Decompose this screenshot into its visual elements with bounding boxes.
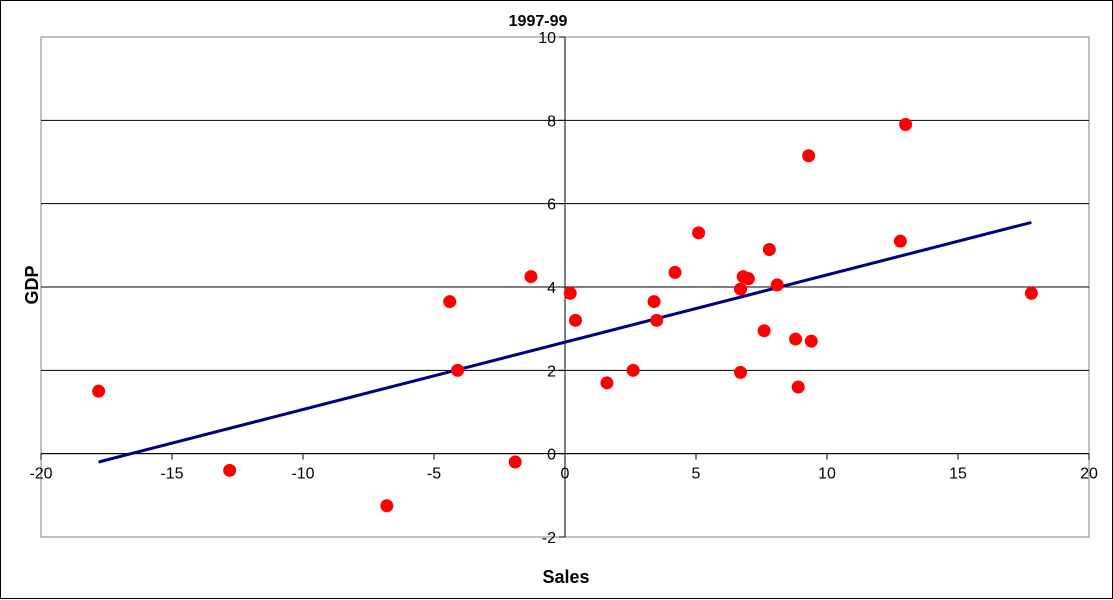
y-tick-label: 2 [547, 363, 556, 380]
data-point [791, 380, 805, 394]
data-point [692, 226, 706, 240]
data-point [568, 313, 582, 327]
trendline-layer [98, 220, 1032, 464]
data-point [647, 295, 661, 309]
x-tick-label: 10 [818, 466, 836, 483]
data-point [757, 324, 771, 338]
data-point [893, 234, 907, 248]
data-point [668, 265, 682, 279]
y-tick-label: -2 [542, 530, 556, 547]
data-point [443, 295, 457, 309]
data-point [770, 278, 784, 292]
y-tick-label: 6 [547, 197, 556, 214]
data-point [563, 286, 577, 300]
y-tick-label: 8 [547, 113, 556, 130]
data-point [508, 455, 522, 469]
data-point [802, 149, 816, 163]
data-point [451, 363, 465, 377]
x-tick-label: -10 [291, 466, 314, 483]
x-tick-label: -5 [427, 466, 441, 483]
trendline [98, 220, 1032, 464]
data-point [804, 334, 818, 348]
x-tick-label: 0 [561, 466, 570, 483]
data-point [734, 365, 748, 379]
y-tick-label: 4 [547, 280, 556, 297]
data-point [92, 384, 106, 398]
data-point [762, 243, 776, 256]
y-axis-title: GDP [22, 265, 42, 304]
x-tick-label: -15 [160, 466, 183, 483]
data-points [92, 118, 1038, 513]
x-tick-label: -20 [29, 466, 52, 483]
x-tick-label: 20 [1080, 466, 1098, 483]
y-tick-label: 0 [547, 447, 556, 464]
data-point [899, 118, 913, 131]
chart-title: 1997-99 [509, 13, 568, 30]
data-point [650, 313, 664, 327]
data-point [734, 282, 748, 296]
x-tick-label: 15 [949, 466, 967, 483]
data-point [741, 272, 755, 286]
data-point [380, 499, 394, 513]
data-point [789, 332, 803, 346]
data-point [524, 270, 538, 284]
x-axis-title: Sales [542, 567, 589, 587]
data-point [1024, 286, 1038, 300]
data-point [600, 376, 614, 390]
y-tick-label: 10 [538, 30, 556, 47]
data-point [626, 363, 640, 377]
x-tick-label: 5 [692, 466, 701, 483]
axes [40, 36, 1090, 538]
data-point [223, 463, 237, 477]
